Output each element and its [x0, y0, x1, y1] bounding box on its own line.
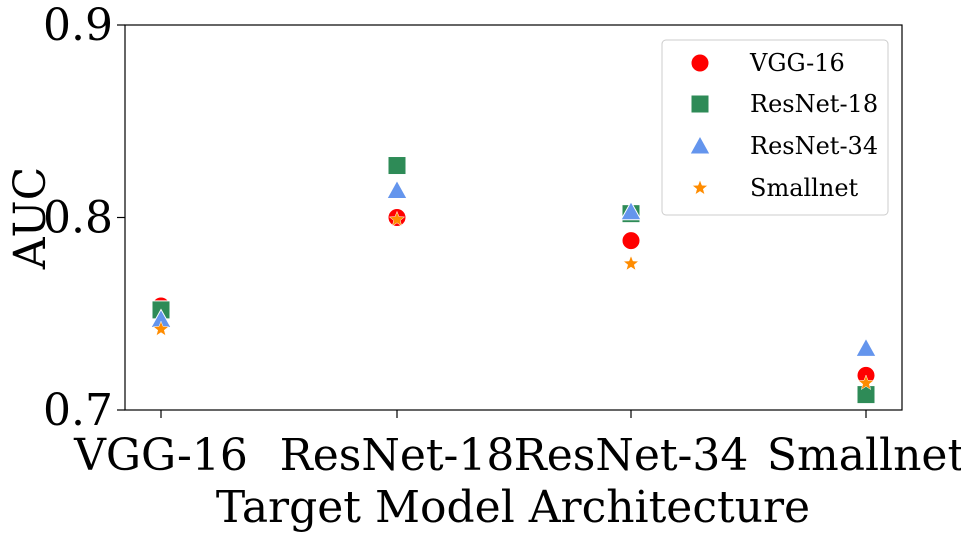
point-square [387, 156, 407, 176]
x-axis-ticks: VGG-16 ResNet-18 ResNet-34 Smallnet [73, 410, 961, 481]
point-star [388, 210, 406, 227]
point-triangle [855, 337, 877, 357]
x-tick-label: ResNet-18 [280, 430, 515, 481]
x-tick-label: ResNet-34 [514, 430, 749, 481]
point-circle [621, 231, 641, 251]
point-star [622, 254, 640, 271]
y-tick-label: 0.9 [43, 0, 113, 51]
y-tick-label: 0.7 [43, 385, 113, 436]
legend-label: Smallnet [750, 174, 859, 202]
legend-frame [661, 39, 889, 216]
point-triangle [386, 179, 408, 200]
legend-label: ResNet-18 [750, 90, 878, 118]
legend-marker-triangle [689, 134, 711, 155]
point-square [856, 385, 876, 405]
legend-label: ResNet-34 [750, 132, 878, 160]
legend-marker-square [690, 94, 710, 114]
x-axis-title: Target Model Architecture [216, 482, 810, 533]
y-axis-ticks: 0.7 0.8 0.9 [43, 0, 125, 436]
legend-marker-circle [690, 53, 710, 73]
legend-marker-star [691, 179, 709, 196]
y-axis-title: AUC [5, 167, 56, 271]
x-tick-label: Smallnet [767, 430, 961, 481]
legend-label: VGG-16 [749, 49, 845, 77]
data-points [150, 156, 877, 405]
y-tick-label: 0.8 [43, 193, 113, 244]
legend: VGG-16 ResNet-18 ResNet-34 Smallnet [661, 39, 889, 216]
x-tick-label: VGG-16 [73, 430, 248, 481]
point-star [152, 320, 170, 337]
point-star [857, 374, 875, 391]
point-triangle [620, 200, 642, 221]
